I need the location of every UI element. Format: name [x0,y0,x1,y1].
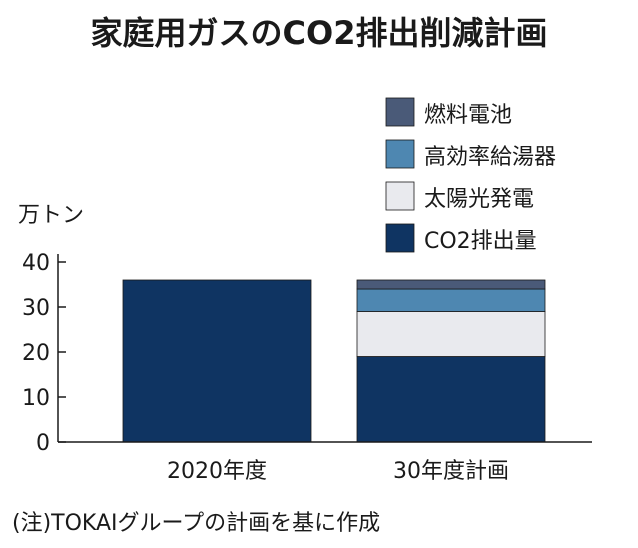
legend-label: 燃料電池 [424,103,512,128]
bar-segment [356,311,546,357]
y-tick-label: 30 [22,296,50,321]
legend-swatch [385,97,415,127]
legend-swatch [385,181,415,211]
bars-group [122,279,546,443]
legend-label: 太陽光発電 [424,187,534,212]
bar-segment [356,279,546,290]
y-tick-label: 40 [22,251,50,276]
chart-title: 家庭用ガスのCO2排出削減計画 [91,14,548,52]
legend-label: CO2排出量 [424,229,537,254]
y-axis-unit-label: 万トン [18,203,84,228]
bar-segment [122,279,312,443]
bar-segment [356,288,546,312]
source-note: (注)TOKAIグループの計画を基に作成 [12,511,380,536]
bar-segment [356,356,546,443]
y-tick-label: 0 [36,431,50,456]
legend-swatch [385,139,415,169]
x-category-label: 30年度計画 [393,459,509,484]
legend-swatch [385,223,415,253]
y-tick-label: 20 [22,341,50,366]
axes-group: 0 10 20 30 40 2020年度 30年度計画 [22,251,592,484]
legend-label: 高効率給湯器 [424,145,556,170]
x-category-label: 2020年度 [167,459,267,484]
y-tick-label: 10 [22,386,50,411]
